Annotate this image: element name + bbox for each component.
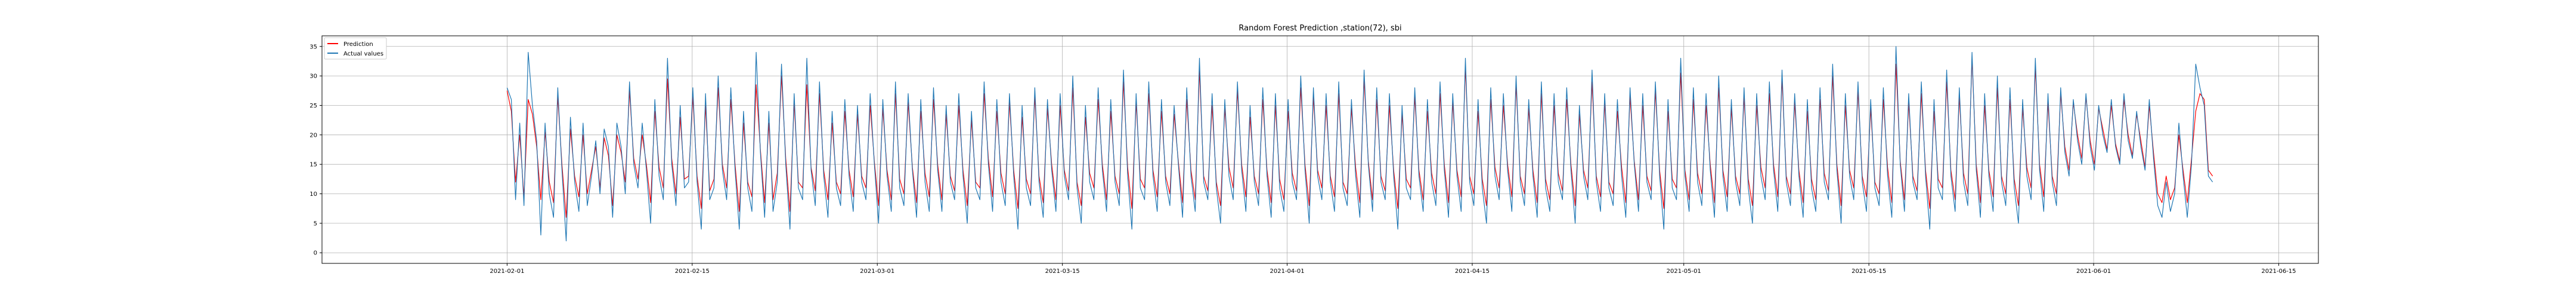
y-tick-label: 30 — [309, 73, 317, 80]
y-tick-label: 15 — [309, 162, 317, 168]
y-tick-label: 0 — [314, 250, 317, 257]
legend: Prediction Actual values — [324, 37, 387, 60]
x-tick-label: 2021-05-15 — [1852, 268, 1886, 275]
y-tick-label: 35 — [309, 44, 317, 50]
x-tick-label: 2021-06-15 — [2261, 268, 2296, 275]
y-tick-label: 10 — [309, 191, 317, 198]
legend-label-prediction: Prediction — [343, 41, 373, 48]
x-tick-label: 2021-02-01 — [490, 268, 524, 275]
chart-title: Random Forest Prediction ,station(72), s… — [1239, 24, 1401, 33]
series-line-actual-values — [506, 46, 2213, 242]
x-tick-label: 2021-04-01 — [1270, 268, 1305, 275]
series-group — [506, 46, 2213, 242]
x-axis: 2021-02-01 2021-02-15 2021-03-01 2021-03-15… — [490, 263, 2296, 275]
x-tick-label: 2021-03-15 — [1045, 268, 1080, 275]
legend-label-actual-values: Actual values — [343, 51, 383, 57]
y-axis: 0 5 10 15 20 25 30 35 — [309, 44, 322, 257]
y-tick-label: 5 — [314, 220, 317, 227]
x-tick-label: 2021-02-15 — [675, 268, 710, 275]
y-tick-label: 25 — [309, 103, 317, 109]
x-tick-label: 2021-04-15 — [1455, 268, 1490, 275]
x-tick-label: 2021-06-01 — [2076, 268, 2111, 275]
x-tick-label: 2021-03-01 — [860, 268, 894, 275]
x-tick-label: 2021-05-01 — [1667, 268, 1701, 275]
legend-box — [324, 37, 387, 60]
plot-area-frame — [321, 35, 2319, 264]
y-tick-label: 20 — [309, 132, 317, 139]
